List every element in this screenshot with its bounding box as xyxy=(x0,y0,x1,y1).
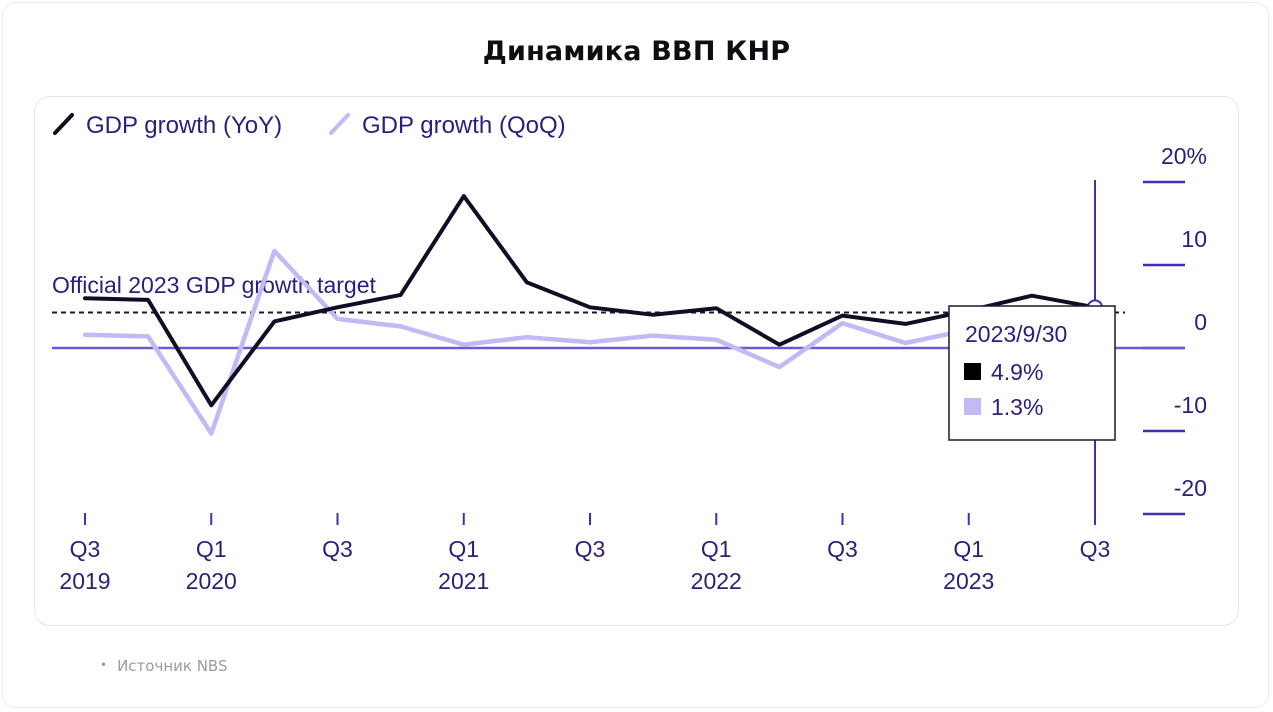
legend-label-qoq: GDP growth (QoQ) xyxy=(362,112,566,139)
legend: GDP growth (YoY) GDP growth (QoQ) xyxy=(53,112,566,139)
x-tick-label: Q1 xyxy=(448,536,479,562)
y-tick-label: 20% xyxy=(1161,143,1207,169)
x-tick-label: 2019 xyxy=(59,568,110,594)
target-line-group: Official 2023 GDP growth target xyxy=(52,272,1125,314)
x-tick-label: Q3 xyxy=(827,536,858,562)
y-tick-label: -10 xyxy=(1174,392,1207,418)
x-tick-label: Q3 xyxy=(575,536,606,562)
y-tick-label: 10 xyxy=(1181,226,1207,252)
tooltip-value-qoq: 1.3% xyxy=(991,394,1043,420)
x-tick-label: Q3 xyxy=(1080,536,1111,562)
tooltip-swatch-yoy xyxy=(964,363,981,380)
x-tick-label: 2020 xyxy=(186,568,237,594)
page-title: Динамика ВВП КНР xyxy=(482,36,791,67)
legend-swatch-qoq xyxy=(329,113,350,135)
tooltip-swatch-qoq xyxy=(964,398,981,415)
source-label: Источник NBS xyxy=(117,657,228,675)
x-tick-label: Q3 xyxy=(70,536,101,562)
x-tick-label: 2023 xyxy=(943,568,994,594)
x-tick-label: Q1 xyxy=(953,536,984,562)
tooltip-date: 2023/9/30 xyxy=(965,321,1067,347)
series-line-qoq xyxy=(82,248,1098,436)
y-axis: 20% 10 0 -10 -20 xyxy=(1143,143,1207,516)
x-tick-label: 2021 xyxy=(438,568,489,594)
tooltip: 2023/9/30 4.9% 1.3% xyxy=(948,305,1116,441)
series-line-yoy xyxy=(83,194,1097,408)
x-tick-label: Q1 xyxy=(701,536,732,562)
y-tick-label: 0 xyxy=(1194,309,1207,335)
y-tick-label: -20 xyxy=(1174,475,1207,501)
source-note: • Источник NBS xyxy=(100,657,227,675)
x-tick-label: Q1 xyxy=(196,536,227,562)
x-tick-label: 2022 xyxy=(691,568,742,594)
target-label: Official 2023 GDP growth target xyxy=(52,272,376,298)
bullet-icon: • xyxy=(100,658,108,672)
legend-label-yoy: GDP growth (YoY) xyxy=(86,112,282,139)
x-tick-label: Q3 xyxy=(322,536,353,562)
x-axis: Q3 2019 Q1 2020 Q3 Q1 2021 Q3 Q1 2022 Q3 Q1 2023 Q3 xyxy=(59,513,1110,594)
tooltip-value-yoy: 4.9% xyxy=(991,359,1043,385)
legend-swatch-yoy xyxy=(53,113,74,135)
